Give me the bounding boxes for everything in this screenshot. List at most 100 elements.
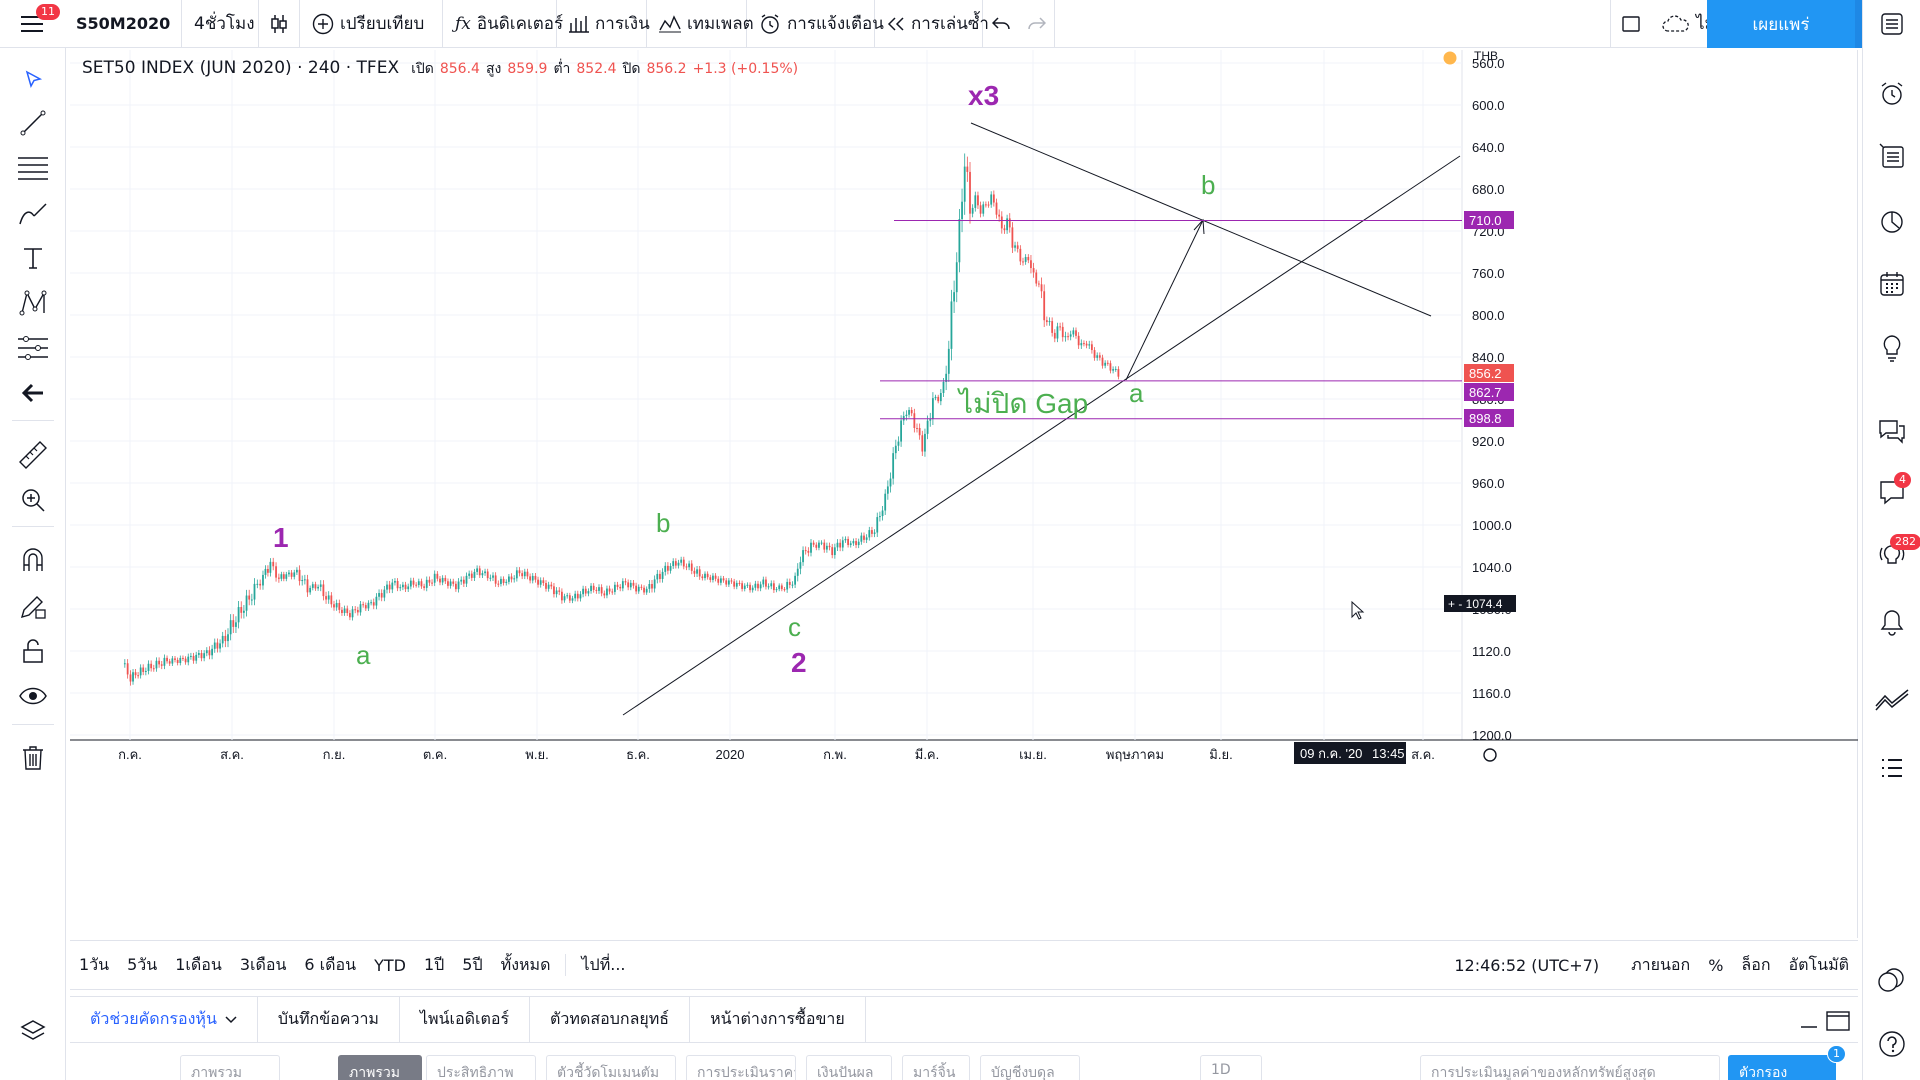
chats-button[interactable] bbox=[1872, 412, 1912, 452]
percent-scale-button[interactable]: % bbox=[1708, 955, 1724, 975]
minimize-panel-button[interactable] bbox=[1800, 1011, 1818, 1033]
maximize-panel-button[interactable] bbox=[1826, 1011, 1850, 1035]
right-widget-bar: 4 282 bbox=[1862, 0, 1920, 1080]
publish-button[interactable]: เผยแพร่ bbox=[1707, 0, 1855, 48]
range-2-button[interactable]: 1เดือน bbox=[175, 954, 222, 974]
zoom-tool[interactable] bbox=[13, 480, 53, 520]
hide-toolbar-button[interactable] bbox=[13, 373, 53, 413]
range-0-button[interactable]: 1วัน bbox=[79, 954, 110, 974]
brush-tool[interactable] bbox=[13, 193, 53, 233]
cursor-tool[interactable] bbox=[13, 60, 53, 100]
pattern-tool[interactable] bbox=[13, 283, 53, 323]
screener-filter-pill[interactable]: ภาพรวม bbox=[180, 1055, 280, 1080]
object-tree-panel-button[interactable] bbox=[1872, 748, 1912, 788]
candle-body bbox=[396, 581, 399, 589]
financials-button[interactable]: การเงิน bbox=[557, 0, 650, 48]
candle-body bbox=[1067, 336, 1069, 338]
screener-interval-select[interactable]: 1D bbox=[1200, 1055, 1262, 1080]
candle-body bbox=[547, 584, 550, 589]
price-tick-label: 1200.0 bbox=[1472, 728, 1512, 743]
session-button[interactable]: ภายนอก bbox=[1631, 954, 1691, 974]
calendar-button[interactable] bbox=[1872, 264, 1912, 304]
screener-query-select[interactable]: การประเมินมูลค่าของหลักทรัพย์สูงสุด bbox=[1420, 1055, 1720, 1080]
help-button[interactable] bbox=[1872, 1024, 1912, 1064]
indicators-button[interactable]: ƒx อินดิเคเตอร์ bbox=[443, 0, 563, 48]
candle-body bbox=[494, 575, 497, 584]
dom-panel-button[interactable] bbox=[1872, 960, 1912, 1000]
range-5-button[interactable]: YTD bbox=[374, 955, 406, 975]
candle-body bbox=[484, 571, 486, 574]
data-window-button[interactable] bbox=[1872, 136, 1912, 176]
candle-body bbox=[378, 593, 380, 597]
hotlists-button[interactable] bbox=[1872, 202, 1912, 242]
fib-tool[interactable] bbox=[13, 148, 53, 188]
screener-toolbar: ภาพรวม ภาพรวม ประสิทธิภาพ ตัวชี้วัดโมเมนตัม… bbox=[70, 1045, 1858, 1080]
candle-body bbox=[733, 581, 736, 587]
range-8-button[interactable]: ทั้งหมด bbox=[500, 954, 551, 974]
text-tool[interactable] bbox=[13, 238, 53, 278]
bottom-tab-1[interactable]: บันทึกข้อความ bbox=[258, 996, 400, 1043]
replay-button[interactable]: การเล่นซ้ำ bbox=[875, 0, 989, 48]
hide-drawings-tool[interactable] bbox=[13, 676, 53, 716]
candle-body bbox=[327, 595, 330, 600]
bottom-tab-4[interactable]: หน้าต่างการซื้อขาย bbox=[690, 996, 866, 1043]
candle-body bbox=[436, 573, 439, 579]
screener-filter-pill[interactable]: มาร์จิ้น bbox=[902, 1055, 970, 1080]
range-3-button[interactable]: 3เดือน bbox=[239, 954, 287, 974]
alert-button[interactable]: การแจ้งเตือน bbox=[747, 0, 884, 48]
candle-body bbox=[409, 580, 412, 587]
symbol-search-button[interactable]: S50M2020 bbox=[64, 0, 182, 48]
measure-tool[interactable] bbox=[13, 435, 53, 475]
candle-body bbox=[380, 593, 383, 598]
streams-button[interactable]: 282 bbox=[1872, 534, 1920, 574]
prediction-tool[interactable] bbox=[13, 328, 53, 368]
trend-line-tool[interactable] bbox=[13, 103, 53, 143]
lock-drawings-tool[interactable] bbox=[13, 631, 53, 671]
templates-button[interactable]: เทมเพลต bbox=[647, 0, 754, 48]
range-4-button[interactable]: 6 เดือน bbox=[304, 954, 357, 974]
screener-filter-pill[interactable]: ประสิทธิภาพ bbox=[426, 1055, 536, 1080]
object-tree-button[interactable] bbox=[13, 1011, 53, 1051]
screener-filter-pill[interactable]: เงินปันผล bbox=[806, 1055, 892, 1080]
main-menu-button[interactable]: 11 bbox=[0, 0, 64, 48]
interval-button[interactable]: 4ชั่วโมง bbox=[182, 0, 259, 48]
range-7-button[interactable]: 5ปี bbox=[462, 954, 483, 974]
chart-style-button[interactable] bbox=[259, 0, 300, 48]
candle-body bbox=[433, 573, 436, 583]
notifications-button[interactable] bbox=[1872, 602, 1912, 642]
magnet-tool[interactable] bbox=[13, 540, 53, 580]
list-icon bbox=[1881, 13, 1903, 35]
goto-date-button[interactable]: ไปที่... bbox=[581, 954, 626, 974]
screener-filter-pill[interactable]: การประเมินราคา bbox=[686, 1055, 796, 1080]
bottom-tab-3[interactable]: ตัวทดสอบกลยุทธ์ bbox=[530, 996, 691, 1043]
remove-drawings-tool[interactable] bbox=[13, 738, 53, 778]
bottom-tab-2[interactable]: ไพน์เอดิเตอร์ bbox=[400, 996, 531, 1043]
auto-scale-button[interactable]: อัตโนมัติ bbox=[1788, 954, 1849, 974]
log-scale-button[interactable]: ล็อก bbox=[1741, 954, 1771, 974]
timezone-clock-button[interactable]: 12:46:52 (UTC+7) bbox=[1454, 955, 1600, 975]
alerts-panel-button[interactable] bbox=[1872, 74, 1912, 114]
redo-button[interactable] bbox=[1019, 0, 1055, 48]
watchlist-button[interactable] bbox=[1872, 4, 1912, 44]
stay-drawing-tool[interactable] bbox=[13, 586, 53, 626]
high-label: สูง bbox=[485, 61, 502, 77]
screener-filter-pill[interactable]: ภาพรวม bbox=[338, 1055, 422, 1080]
bottom-tab-0[interactable]: ตัวช่วยคัดกรองหุ้น bbox=[70, 996, 258, 1043]
ideas-stream-button[interactable] bbox=[1872, 328, 1912, 368]
ideas-notifications-button[interactable]: 4 bbox=[1872, 472, 1912, 512]
range-1-button[interactable]: 5วัน bbox=[127, 954, 158, 974]
range-6-button[interactable]: 1ปี bbox=[423, 954, 445, 974]
price-chart[interactable]: 560.0600.0640.0680.0720.0760.0800.0840.0… bbox=[70, 50, 1858, 938]
screener-filter-pill[interactable]: บัญชีงบดุล bbox=[980, 1055, 1080, 1080]
candle-body bbox=[826, 545, 828, 550]
candle-body bbox=[592, 585, 595, 590]
screener-filter-button[interactable]: ตัวกรอง bbox=[1728, 1055, 1836, 1080]
screener-filter-pill[interactable]: ตัวชี้วัดโมเมนตัม bbox=[546, 1055, 676, 1080]
candle-body bbox=[1003, 228, 1006, 231]
eye-icon bbox=[19, 687, 47, 705]
undo-button[interactable] bbox=[983, 0, 1019, 48]
trading-button[interactable] bbox=[1872, 680, 1912, 720]
chart-pane[interactable]: 560.0 600.0 640.0 680.0 720.0 760.0 800.0 840.0… bbox=[70, 50, 1858, 938]
compare-button[interactable]: เปรียบเทียบ bbox=[300, 0, 443, 48]
select-layout-button[interactable] bbox=[1610, 0, 1650, 48]
